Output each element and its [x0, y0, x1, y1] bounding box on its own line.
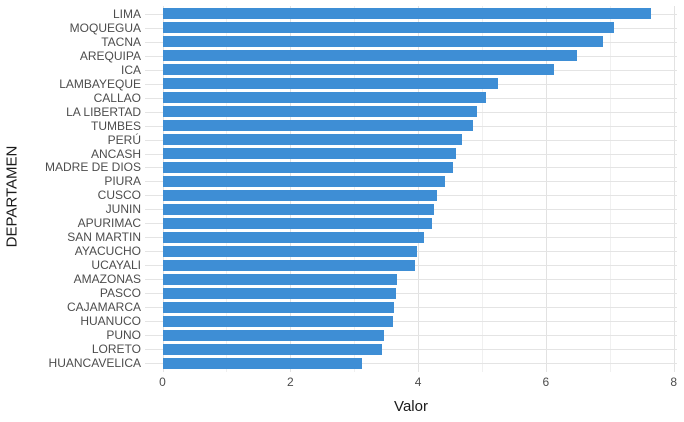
bar: [162, 78, 498, 90]
category-label: MOQUEGUA: [69, 20, 141, 35]
category-label: PERÚ: [107, 132, 141, 147]
category-label: CALLAO: [93, 90, 141, 105]
bar: [162, 36, 603, 48]
category-label: TACNA: [101, 34, 141, 49]
category-label: JUNIN: [105, 202, 141, 217]
x-tick-label: 6: [542, 375, 550, 389]
x-major-gridline: [545, 6, 547, 372]
x-tick-label: 2: [286, 375, 294, 389]
category-label: AMAZONAS: [73, 272, 141, 287]
bar: [162, 245, 417, 257]
category-label: APURIMAC: [77, 216, 141, 231]
bar: [162, 189, 437, 201]
category-label: UCAYALI: [91, 258, 141, 273]
bar: [162, 217, 433, 229]
category-label: AREQUIPA: [79, 48, 141, 63]
x-tick-label: 0: [159, 375, 166, 389]
y-gridline: [145, 293, 677, 295]
bar: [162, 148, 456, 159]
category-label: LORETO: [91, 342, 141, 357]
category-label: ANCASH: [90, 146, 141, 161]
bar: [162, 175, 445, 187]
y-gridline: [145, 349, 677, 351]
y-gridline: [145, 321, 677, 323]
category-label: CAJAMARCA: [66, 300, 141, 315]
y-gridline: [145, 307, 677, 309]
bar: [162, 329, 385, 341]
x-minor-gridline: [354, 6, 356, 372]
category-label: CUSCO: [97, 188, 141, 203]
bar: [162, 315, 394, 327]
x-major-gridline: [290, 6, 292, 372]
bar: [162, 259, 415, 271]
category-label: MADRE DE DIOS: [44, 160, 141, 175]
bar: [162, 92, 486, 104]
category-label: TUMBES: [90, 118, 141, 133]
bar: [162, 287, 397, 299]
category-label: SAN MARTIN: [67, 230, 141, 245]
category-label: AYACUCHO: [74, 244, 141, 259]
x-minor-gridline: [609, 6, 611, 372]
x-minor-gridline: [226, 6, 228, 372]
category-label: PIURA: [104, 174, 141, 189]
category-label: LIMA: [112, 6, 141, 21]
bar: [162, 203, 435, 215]
category-label: PASCO: [99, 286, 141, 301]
bar: [162, 273, 397, 285]
category-label: HUANUCO: [80, 314, 141, 329]
x-major-gridline: [418, 6, 420, 372]
bar: [162, 22, 615, 34]
x-minor-gridline: [482, 6, 483, 372]
bar: [162, 8, 651, 20]
bar: [162, 357, 362, 369]
y-gridline: [145, 279, 677, 281]
bar: [162, 134, 463, 146]
y-gridline: [145, 335, 677, 337]
x-major-gridline: [162, 6, 164, 372]
bar: [162, 301, 394, 313]
bar: [162, 231, 424, 243]
x-axis-title: Valor: [394, 398, 428, 415]
bar: [162, 343, 383, 355]
x-major-gridline: [673, 6, 675, 372]
bar: [162, 50, 577, 62]
category-label: PUNO: [106, 328, 141, 343]
x-tick-label: 4: [414, 375, 422, 389]
category-label: LAMBAYEQUE: [59, 76, 141, 91]
bar: [162, 161, 453, 173]
category-label: HUANCAVELICA: [48, 356, 141, 371]
y-gridline: [145, 363, 677, 365]
bar: [162, 106, 477, 118]
x-tick-label: 8: [670, 375, 678, 389]
category-label: ICA: [120, 62, 141, 77]
bar: [162, 64, 555, 76]
bar: [162, 120, 474, 132]
category-label: LA LIBERTAD: [66, 104, 141, 119]
